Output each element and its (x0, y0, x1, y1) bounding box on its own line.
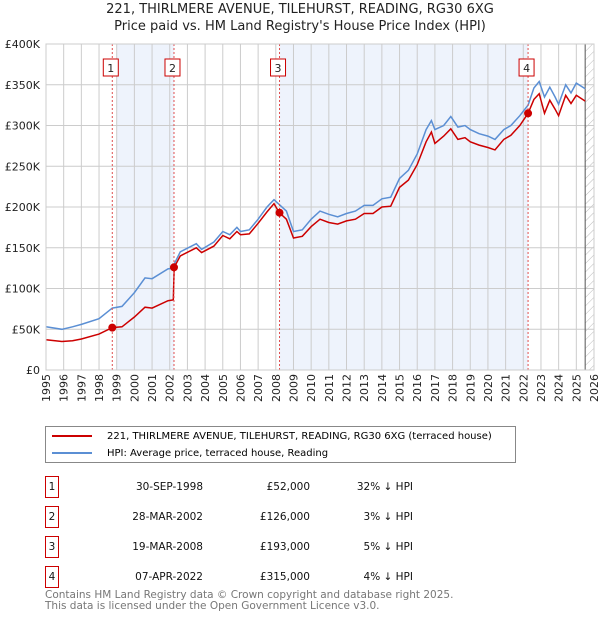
x-tick-label: 2012 (341, 374, 354, 402)
property-price-line (45, 92, 586, 343)
footer-line: Contains HM Land Registry data © Crown c… (45, 589, 454, 601)
legend-label: HPI: Average price, terraced house, Read… (107, 447, 329, 459)
sale-label-box (102, 58, 119, 77)
x-tick-label: 2011 (323, 374, 336, 402)
x-tick-label: 2019 (464, 374, 477, 402)
y-tick-label: £0 (26, 364, 40, 377)
x-tick-label: 1999 (111, 374, 124, 402)
x-tick-label: 2003 (181, 374, 194, 402)
sale-label-box (270, 58, 287, 77)
sale-point (169, 263, 178, 272)
footer: Contains HM Land Registry data © Crown c… (45, 590, 453, 612)
sale-date: 30-SEP-1998 (135, 481, 203, 493)
x-tick-label: 2018 (447, 374, 460, 402)
legend-label: 221, THIRLMERE AVENUE, TILEHURST, READIN… (107, 430, 492, 442)
x-tick-label: 2020 (482, 374, 495, 402)
legend-swatch-blue (52, 452, 92, 454)
sale-label: 2 (169, 62, 176, 75)
y-tick-label: £200K (5, 201, 41, 214)
x-tick-label: 2005 (217, 374, 230, 402)
sale-price: £126,000 (259, 511, 310, 523)
x-tick-label: 1995 (40, 374, 53, 402)
x-tick-label: 2000 (128, 374, 141, 402)
y-tick-label: £50K (12, 323, 41, 336)
chart-title: 221, THIRLMERE AVENUE, TILEHURST, READIN… (106, 2, 494, 17)
legend-item-property: 221, THIRLMERE AVENUE, TILEHURST, READIN… (52, 428, 492, 444)
hpi-difference: 4% ↓ HPI (363, 571, 413, 583)
sale-label: 3 (275, 62, 282, 75)
plot-border (45, 43, 595, 371)
sale-point (108, 323, 117, 332)
sale-label-box (518, 58, 535, 77)
y-tick-label: £250K (5, 160, 41, 173)
legend-item-hpi: HPI: Average price, terraced house, Read… (52, 445, 328, 461)
y-tick-label: £100K (5, 283, 41, 296)
x-tick-label: 2024 (553, 374, 566, 402)
x-tick-label: 2007 (252, 374, 265, 402)
hpi-difference: 32% ↓ HPI (356, 481, 413, 493)
sale-date: 07-APR-2022 (135, 571, 203, 583)
sale-label: 4 (523, 62, 530, 75)
sale-number-badge: 2 (45, 506, 59, 528)
chart-subtitle: Price paid vs. HM Land Registry's House … (114, 19, 486, 34)
hpi-difference: 5% ↓ HPI (363, 541, 413, 553)
x-tick-label: 1997 (75, 374, 88, 402)
y-tick-label: £300K (5, 120, 41, 133)
x-tick-label: 2009 (287, 374, 300, 402)
y-tick-label: £350K (5, 79, 41, 92)
x-tick-label: 2013 (358, 374, 371, 402)
sale-number-badge: 3 (45, 536, 59, 558)
x-tick-label: 2014 (376, 374, 389, 402)
plot-area: 1995 1996 1997 1998 1999 2000 2001 2002 2003 2004… (5, 38, 600, 402)
sale-date: 19-MAR-2008 (132, 541, 203, 553)
x-tick-label: 2025 (570, 374, 583, 402)
x-tick-label: 2004 (199, 374, 212, 402)
sale-price: £52,000 (266, 481, 310, 493)
y-tick-label: £150K (5, 242, 41, 255)
x-tick-label: 2008 (270, 374, 283, 402)
sale-price: £193,000 (259, 541, 310, 553)
x-tick-label: 1996 (58, 374, 71, 402)
x-tick-label: 2010 (305, 374, 318, 402)
x-tick-label: 2002 (164, 374, 177, 402)
x-tick-label: 2017 (429, 374, 442, 402)
footer-line: This data is licensed under the Open Gov… (45, 600, 380, 612)
sale-point (275, 208, 284, 217)
legend: 221, THIRLMERE AVENUE, TILEHURST, READIN… (45, 426, 516, 463)
x-tick-label: 2016 (411, 374, 424, 402)
sale-date: 28-MAR-2002 (132, 511, 203, 523)
legend-swatch-red (52, 435, 92, 437)
y-tick-label: £400K (5, 38, 41, 51)
x-tick-label: 2023 (535, 374, 548, 402)
x-tick-label: 2026 (588, 374, 600, 402)
sale-label-box (164, 58, 181, 77)
sale-point (524, 109, 533, 118)
x-tick-label: 2015 (394, 374, 407, 402)
x-tick-label: 1998 (93, 374, 106, 402)
x-tick-label: 2001 (146, 374, 159, 402)
x-tick-label: 2006 (234, 374, 247, 402)
x-tick-label: 2021 (500, 374, 513, 402)
sale-number-badge: 1 (45, 476, 59, 498)
sale-label: 1 (107, 62, 114, 75)
sale-number-badge: 4 (45, 566, 59, 588)
x-tick-label: 2022 (517, 374, 530, 402)
sale-price: £315,000 (259, 571, 310, 583)
hpi-difference: 3% ↓ HPI (363, 511, 413, 523)
